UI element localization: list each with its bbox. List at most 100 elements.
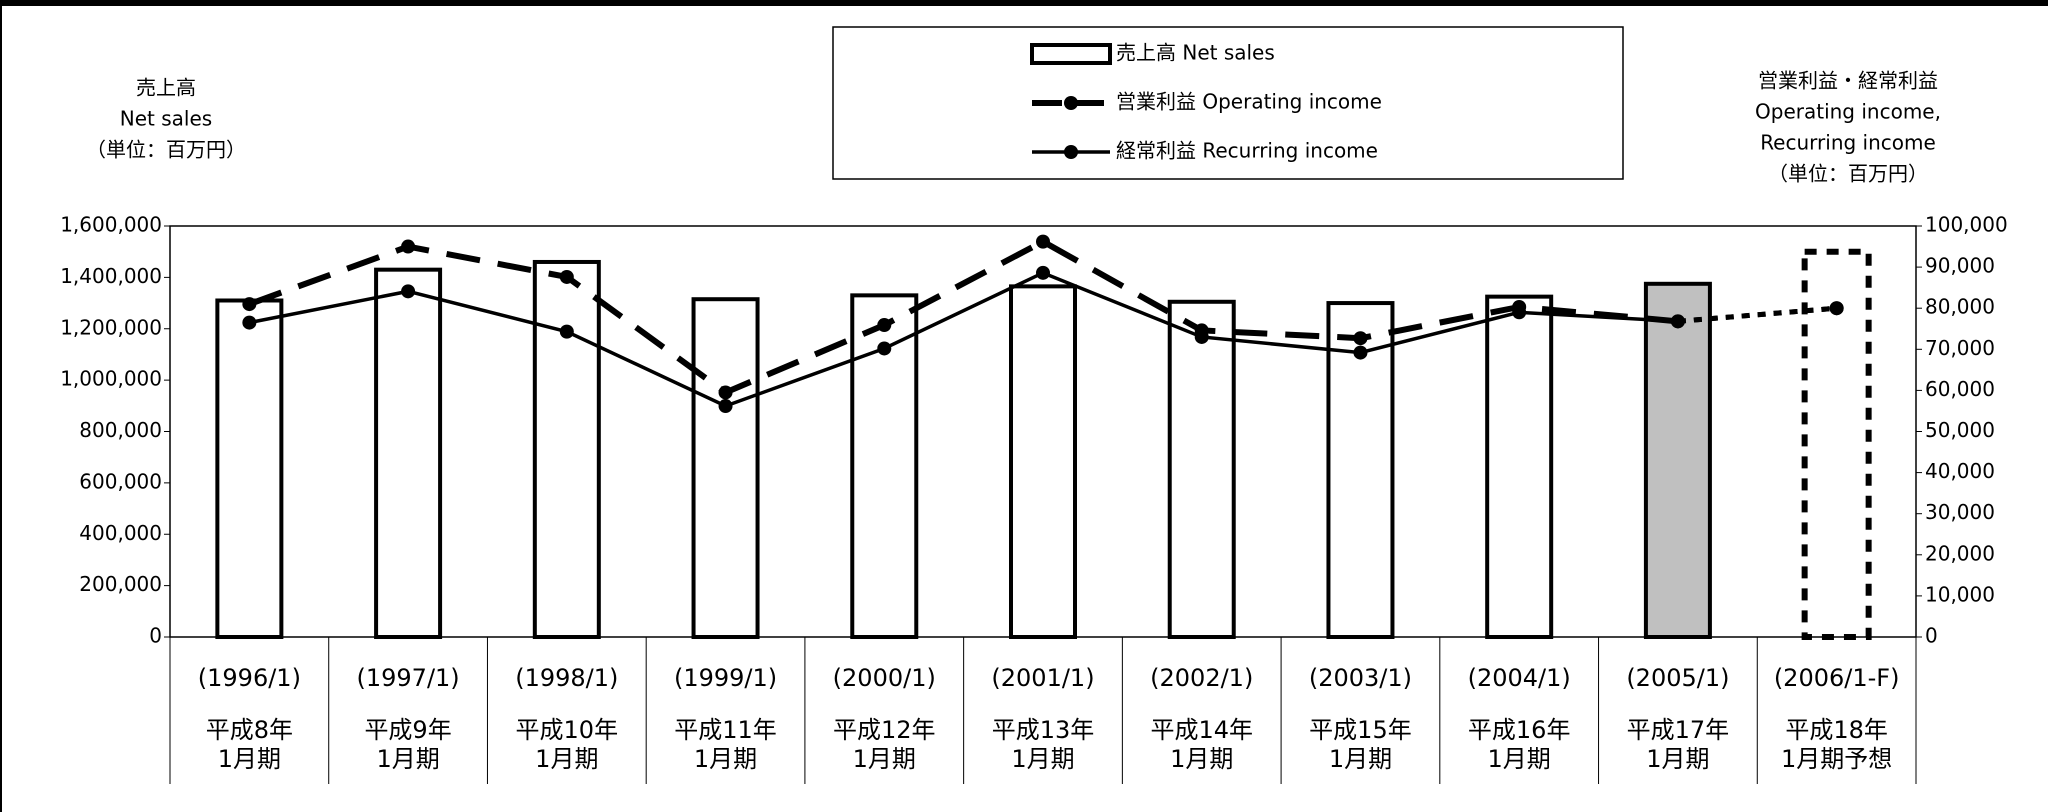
period-label: 平成9年 bbox=[364, 716, 451, 744]
y2-tick-label: 40,000 bbox=[1925, 459, 1995, 483]
bar bbox=[215, 298, 284, 639]
x-tick-label: (1997/1) bbox=[357, 664, 460, 692]
period-label: 平成16年 bbox=[1468, 716, 1571, 744]
y-tick-label: 600,000 bbox=[79, 469, 162, 493]
x-tick-label: (2006/1-F) bbox=[1774, 664, 1900, 692]
y2-tick-label: 100,000 bbox=[1925, 213, 2008, 237]
period-label: 平成15年 bbox=[1309, 716, 1412, 744]
x-tick-label: (2004/1) bbox=[1468, 664, 1571, 692]
period-label: 1月期 bbox=[1011, 745, 1074, 773]
forecast-line bbox=[1677, 305, 1837, 324]
y2-tick-label: 50,000 bbox=[1925, 418, 1995, 442]
marker bbox=[401, 239, 416, 254]
line bbox=[248, 238, 1679, 396]
bar bbox=[532, 259, 601, 639]
line bbox=[249, 270, 1679, 408]
y-tick-label: 0 bbox=[149, 624, 162, 648]
y2-tick-label: 80,000 bbox=[1925, 295, 1995, 319]
period-label: 1月期 bbox=[1329, 745, 1392, 773]
bar bbox=[374, 267, 443, 639]
legend-swatch bbox=[1030, 43, 1112, 65]
y-axis-title: 売上高 bbox=[136, 76, 196, 100]
x-tick-label: (2002/1) bbox=[1150, 664, 1253, 692]
bar bbox=[1485, 294, 1554, 639]
marker bbox=[1829, 301, 1844, 316]
y2-tick-label: 20,000 bbox=[1925, 541, 1995, 565]
y-tick-label: 400,000 bbox=[79, 521, 162, 545]
x-tick-label: (2001/1) bbox=[991, 664, 1094, 692]
marker bbox=[877, 318, 892, 333]
period-label: 平成12年 bbox=[833, 716, 936, 744]
marker bbox=[1512, 305, 1527, 320]
bar bbox=[1009, 284, 1077, 639]
y2-tick-label: 90,000 bbox=[1925, 254, 1995, 278]
marker bbox=[1036, 234, 1050, 249]
legend bbox=[832, 26, 1624, 180]
y2-tick-label: 10,000 bbox=[1925, 582, 1995, 606]
marker bbox=[401, 284, 416, 299]
y2-axis-title: Operating income, bbox=[1755, 100, 1941, 124]
y-axis-title: （単位：百万円） bbox=[86, 138, 246, 162]
legend-marker bbox=[1064, 145, 1078, 159]
period-label: 1月期 bbox=[853, 745, 916, 773]
x-tick-label: (2005/1) bbox=[1626, 664, 1729, 692]
y-tick-label: 1,200,000 bbox=[60, 315, 162, 339]
marker bbox=[1353, 331, 1368, 346]
marker bbox=[1194, 329, 1209, 344]
marker bbox=[559, 269, 574, 284]
period-label: 平成11年 bbox=[674, 716, 777, 744]
legend-marker bbox=[1064, 96, 1078, 110]
bar bbox=[1326, 301, 1395, 639]
period-label: 平成18年 bbox=[1785, 716, 1888, 744]
period-label: 平成14年 bbox=[1150, 716, 1253, 744]
period-label: 1月期 bbox=[1170, 745, 1233, 773]
y-tick-label: 200,000 bbox=[79, 572, 162, 596]
legend-label: 営業利益 Operating income bbox=[1116, 90, 1382, 114]
y2-axis-title: 営業利益・経常利益 bbox=[1758, 69, 1938, 93]
y-tick-label: 1,600,000 bbox=[60, 213, 162, 237]
marker bbox=[559, 324, 574, 339]
period-label: 1月期 bbox=[1646, 745, 1709, 773]
bar bbox=[1167, 299, 1236, 639]
x-tick-label: (1998/1) bbox=[515, 664, 618, 692]
bar bbox=[1643, 281, 1712, 639]
legend-label: 売上高 Net sales bbox=[1116, 41, 1275, 65]
y-tick-label: 800,000 bbox=[79, 418, 162, 442]
period-label: 1月期 bbox=[535, 745, 598, 773]
y-tick-label: 1,400,000 bbox=[60, 264, 162, 288]
period-label: 1月期 bbox=[218, 745, 281, 773]
y-axis-title: Net sales bbox=[120, 107, 212, 131]
period-label: 1月期 bbox=[1488, 745, 1551, 773]
y-tick-label: 1,000,000 bbox=[60, 367, 162, 391]
period-label: 平成10年 bbox=[516, 716, 619, 744]
legend-label: 経常利益 Recurring income bbox=[1116, 139, 1378, 163]
marker bbox=[718, 399, 733, 414]
period-label: 1月期予想 bbox=[1781, 745, 1892, 773]
y2-axis-title: （単位：百万円） bbox=[1768, 162, 1928, 186]
y2-tick-label: 70,000 bbox=[1925, 336, 1995, 360]
y2-tick-label: 0 bbox=[1925, 624, 1938, 648]
marker bbox=[242, 315, 257, 330]
y2-axis-title: Recurring income bbox=[1760, 131, 1936, 155]
marker bbox=[1353, 345, 1368, 360]
period-label: 平成17年 bbox=[1627, 716, 1730, 744]
bar bbox=[691, 297, 760, 639]
period-label: 平成8年 bbox=[206, 716, 293, 744]
period-label: 1月期 bbox=[376, 745, 439, 773]
top-border bbox=[0, 0, 2048, 6]
marker bbox=[1670, 314, 1685, 329]
marker bbox=[1036, 265, 1050, 280]
marker bbox=[718, 385, 733, 400]
bar bbox=[1801, 248, 1872, 640]
marker bbox=[877, 341, 892, 356]
x-tick-label: (2003/1) bbox=[1309, 664, 1412, 692]
marker bbox=[242, 297, 257, 312]
period-label: 1月期 bbox=[694, 745, 757, 773]
y2-tick-label: 60,000 bbox=[1925, 377, 1995, 401]
x-tick-label: (1996/1) bbox=[198, 664, 301, 692]
x-tick-label: (2000/1) bbox=[833, 664, 936, 692]
y2-tick-label: 30,000 bbox=[1925, 500, 1995, 524]
period-label: 平成13年 bbox=[992, 716, 1095, 744]
x-tick-label: (1999/1) bbox=[674, 664, 777, 692]
